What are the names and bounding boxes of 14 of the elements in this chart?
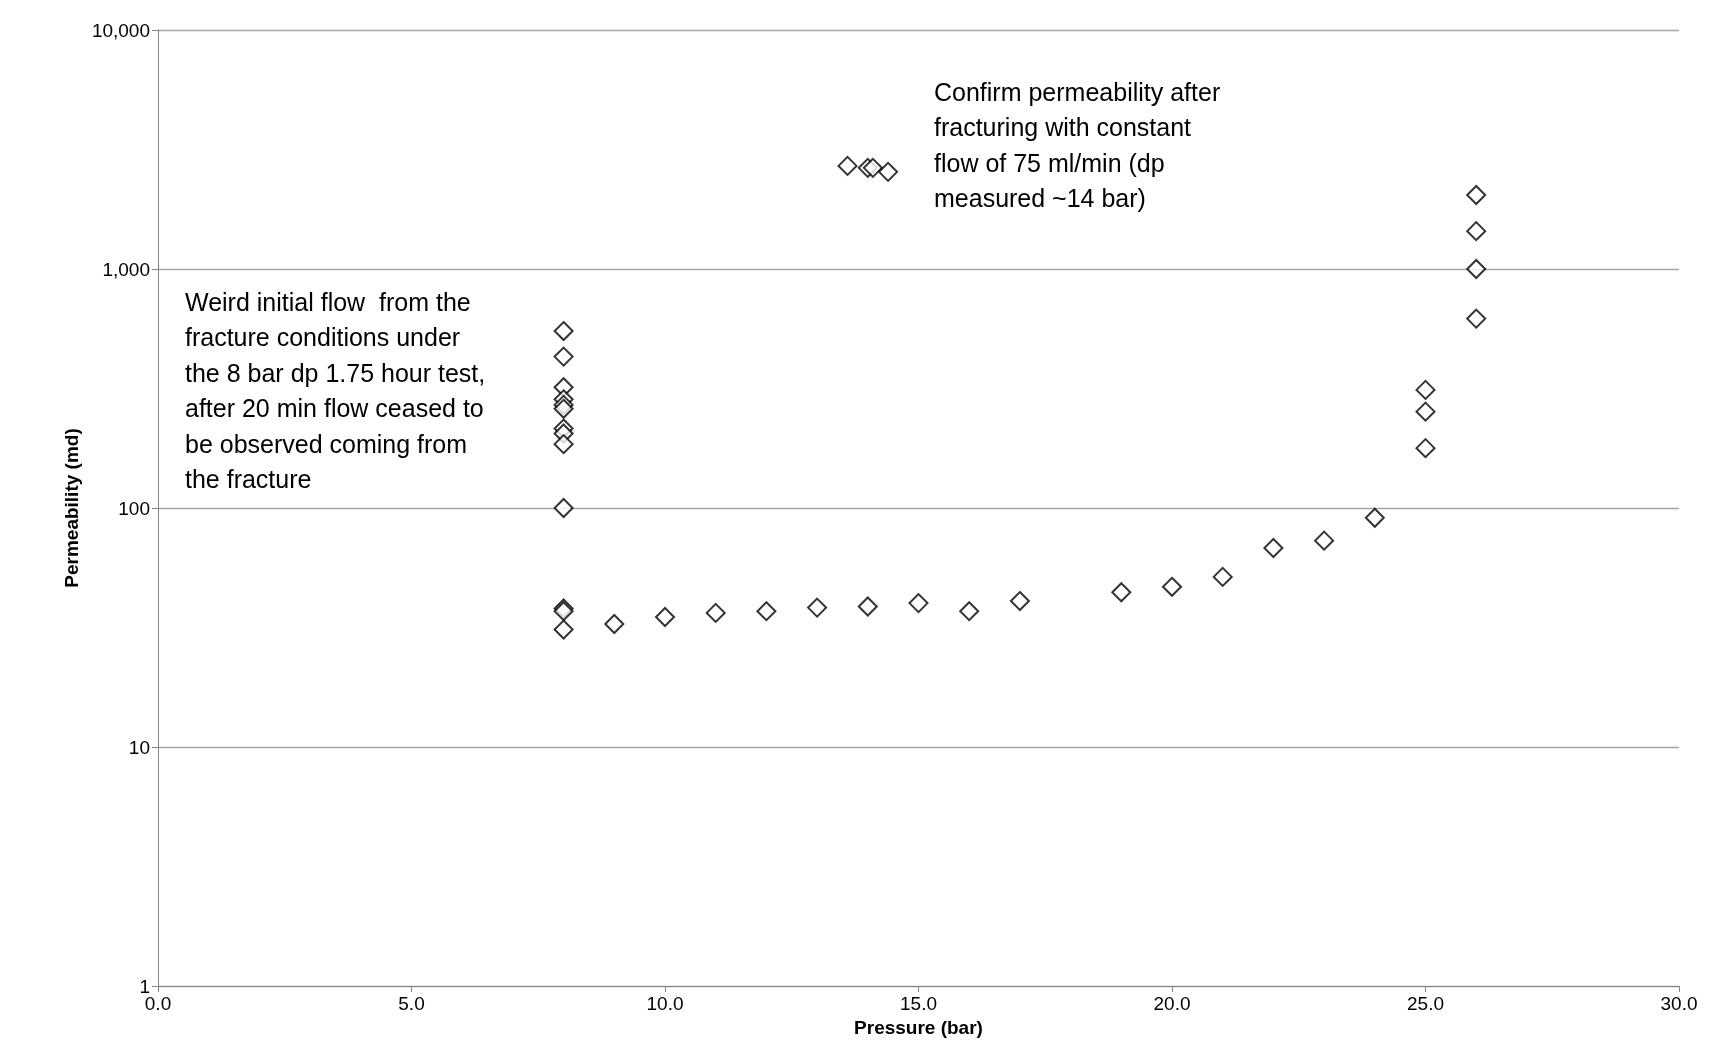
x-tick-label: 20.0 <box>1153 993 1191 1014</box>
y-tick-label: 100 <box>118 497 150 519</box>
x-axis-title: Pressure (bar) <box>854 1016 983 1038</box>
x-tick-label: 10.0 <box>646 993 684 1014</box>
annotation: Confirm permeability after fracturing with constant flow of 75 ml/min (dp measured ~14 bar) <box>934 77 1221 213</box>
x-tick-label: 30.0 <box>1660 993 1698 1014</box>
y-axis-title: Permeability (md) <box>60 428 82 588</box>
y-tick-label: 1,000 <box>102 258 150 280</box>
x-tick-label: 25.0 <box>1407 993 1444 1014</box>
y-tick-label: 10,000 <box>91 19 150 41</box>
x-tick-label: 15.0 <box>900 993 937 1014</box>
annotation: Weird initial flow from the fracture conditions under the 8 bar dp 1.75 hour test, after 20 min flow ceased to be observed coming from the fracture <box>185 287 486 494</box>
y-tick-label: 10 <box>128 736 150 758</box>
x-tick-label: 5.0 <box>398 993 425 1014</box>
